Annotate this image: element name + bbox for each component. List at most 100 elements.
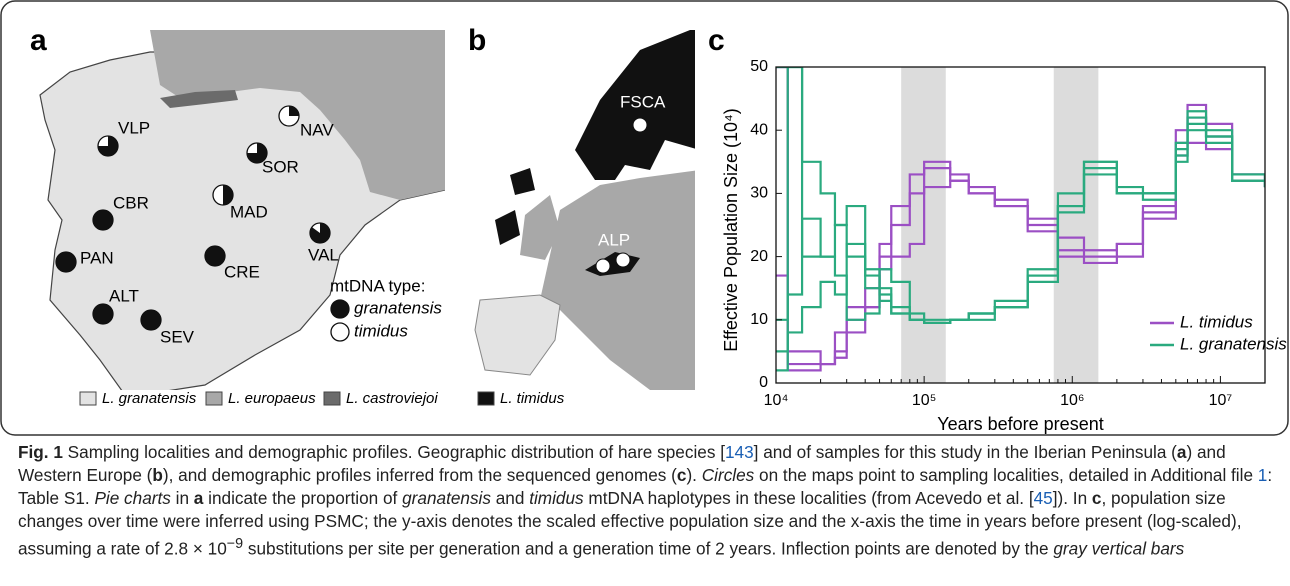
locality-label: VLP xyxy=(118,118,150,137)
pie xyxy=(309,222,331,244)
range-timidus-islands xyxy=(495,168,535,245)
legend-label: L. granatensis xyxy=(1180,334,1287,353)
x-tick-label: 10⁴ xyxy=(764,392,789,409)
y-tick-label: 0 xyxy=(759,374,768,391)
locality-label: SEV xyxy=(160,327,195,346)
caption-text: b xyxy=(152,465,163,485)
pie-slice xyxy=(56,252,76,272)
caption-text: and xyxy=(490,488,530,508)
x-tick-label: 10⁷ xyxy=(1209,392,1233,409)
y-tick-label: 10 xyxy=(750,311,768,328)
panel-label: a xyxy=(30,24,47,57)
mtdna-legend-marker xyxy=(330,299,350,319)
caption-text: ] and of samples for this study in the I… xyxy=(753,442,1177,462)
pie xyxy=(92,303,114,325)
range-legend-swatch xyxy=(79,391,97,406)
locality-label: ALP xyxy=(598,230,630,249)
caption-text: Circles xyxy=(701,465,755,485)
caption-text: a xyxy=(1176,442,1187,462)
caption-text: c xyxy=(1091,488,1102,508)
inflection-band xyxy=(1053,67,1099,383)
y-tick-label: 20 xyxy=(750,248,768,265)
caption-text: −9 xyxy=(226,536,244,552)
caption-text: on the maps point to sampling localities… xyxy=(754,465,1258,485)
range-legend-label: L. europaeus xyxy=(228,390,316,407)
locality-label: CRE xyxy=(224,262,260,281)
caption-text: a xyxy=(193,488,204,508)
range-legend-swatch xyxy=(477,391,495,406)
caption-text[interactable]: 45 xyxy=(1033,488,1053,508)
y-tick-label: 50 xyxy=(750,58,768,75)
caption-text[interactable]: 143 xyxy=(724,442,754,462)
mtdna-legend-title: mtDNA type: xyxy=(330,276,425,295)
panel-label: b xyxy=(468,24,486,57)
locality-label: VAL xyxy=(308,245,339,264)
range-timidus-scandinavia xyxy=(575,30,695,180)
locality-label: FSCA xyxy=(620,92,666,111)
caption-text: in xyxy=(170,488,194,508)
pie-slice xyxy=(223,185,233,205)
locality-marker xyxy=(632,117,648,133)
locality-marker xyxy=(595,258,611,274)
x-tick-label: 10⁶ xyxy=(1060,392,1084,409)
pie xyxy=(204,245,226,267)
caption-text: gray vertical bars xyxy=(1053,538,1185,559)
y-tick-label: 30 xyxy=(750,185,768,202)
legend-label: L. timidus xyxy=(1180,312,1253,331)
pie-slice xyxy=(98,136,118,156)
panel-label: c xyxy=(708,24,725,57)
caption-text: Fig. 1 xyxy=(18,442,63,462)
locality-marker xyxy=(615,252,631,268)
caption-text[interactable]: 1 xyxy=(1257,465,1268,485)
caption-text: substitutions per site per generation an… xyxy=(243,538,1054,559)
locality-label: CBR xyxy=(113,193,149,212)
caption-text: ). xyxy=(686,465,702,485)
mtdna-legend-marker xyxy=(330,322,350,342)
pie xyxy=(140,309,162,331)
y-tick-label: 40 xyxy=(750,121,768,138)
pie xyxy=(97,135,119,157)
plot-frame xyxy=(775,66,1266,384)
pie-slice xyxy=(93,304,113,324)
caption-text: granatensis xyxy=(402,488,491,508)
pie-slice xyxy=(205,246,225,266)
range-europaeus xyxy=(150,30,445,200)
mtdna-legend-label: granatensis xyxy=(354,298,442,317)
map-iberia xyxy=(39,30,445,390)
range-legend-label: L. granatensis xyxy=(102,390,197,407)
range-europaeus-b xyxy=(520,170,695,390)
pie xyxy=(92,209,114,231)
pie-slice xyxy=(310,223,331,243)
locality-label: ALT xyxy=(109,286,139,305)
psmc-curve xyxy=(776,116,1265,321)
caption-text: c xyxy=(676,465,687,485)
caption: Fig. 1 Sampling localities and demograph… xyxy=(18,441,1280,561)
range-granatensis-b xyxy=(474,294,561,376)
pie xyxy=(278,105,300,127)
range-legend-label: L. castroviejoi xyxy=(346,390,438,407)
pie-slice xyxy=(93,210,113,230)
caption-text: timidus xyxy=(529,488,584,508)
caption-text: mtDNA haplotypes in these localities (fr… xyxy=(583,488,1034,508)
range-legend-swatch xyxy=(205,391,223,406)
mtdna-legend-label: timidus xyxy=(354,321,408,340)
map-europe xyxy=(460,20,695,390)
pie-slice xyxy=(289,106,299,116)
pie xyxy=(212,184,234,206)
locality-label: PAN xyxy=(80,248,114,267)
caption-text: ) and Western Europe ( xyxy=(18,442,1226,485)
range-legend-swatch xyxy=(323,391,341,406)
caption-text: : Table S1. xyxy=(18,465,1273,508)
caption-text: Pie charts xyxy=(94,488,171,508)
caption-text: ]). In xyxy=(1052,488,1092,508)
caption-text: ), and demographic profiles inferred fro… xyxy=(162,465,677,485)
x-tick-label: 10⁵ xyxy=(912,392,936,409)
x-axis-label: Years before present xyxy=(937,414,1103,434)
pie-slice xyxy=(141,310,161,330)
locality-label: SOR xyxy=(262,157,299,176)
locality-label: MAD xyxy=(230,202,268,221)
range-legend-label: L. timidus xyxy=(500,390,565,407)
range-castroviejoi xyxy=(160,90,238,108)
